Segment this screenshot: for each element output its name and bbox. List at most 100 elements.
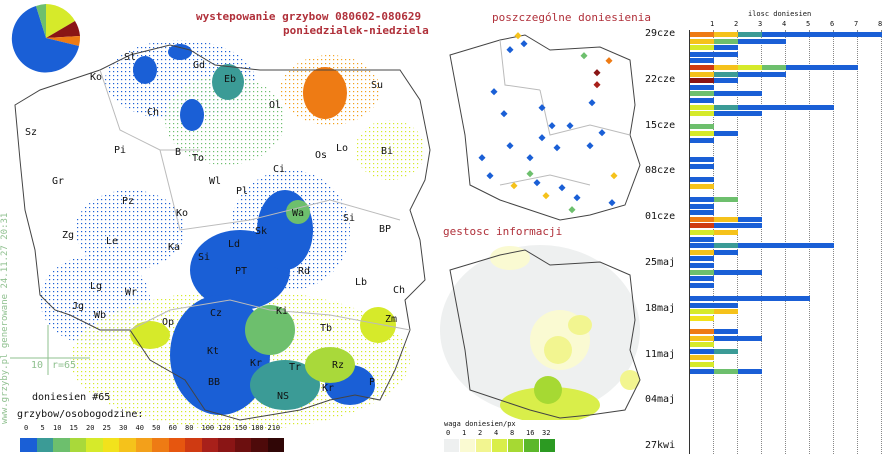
legend-swatch [168,438,185,452]
timeline-gridline [881,30,882,454]
place-label: Zg [62,230,75,241]
timeline-date-label: 27kwi [645,440,676,452]
legend-tick: 80 [185,424,194,432]
timeline-bar-segment [738,32,762,37]
timeline-bar-segment [714,45,738,51]
legend-swatch [267,438,284,452]
place-label: Rd [298,266,311,277]
place-label: Ol [269,100,282,111]
timeline-bar-segment [690,78,714,84]
timeline-bar-segment [690,355,714,361]
timeline-bar-segment [690,124,714,130]
place-label: Ch [147,107,160,118]
timeline-bar-segment [738,243,834,249]
generated-note: www.grzyby.pl generowane 24.11.27 20:31 [0,212,10,424]
timeline-axis-tick: 3 [758,20,763,28]
timeline-bar-segment [738,38,786,44]
density-legend-tick: 2 [478,429,483,437]
timeline-bar-segment [714,71,738,77]
density-legend-title: waga doniesien/px [444,420,516,428]
timeline-gridline [857,30,858,454]
timeline-bar-segment [690,157,714,163]
timeline-bar-segment [714,131,738,136]
place-label: Le [106,236,119,247]
place-label: Ci [273,164,286,175]
timeline-bar-segment [714,223,762,229]
timeline-bar-segment [690,58,714,64]
density-legend-tick: 8 [510,429,515,437]
legend-tick: 10 [53,424,62,432]
timeline-bar-segment [738,71,786,77]
timeline-date-label: 04maj [645,394,676,406]
timeline-bar-segment [714,111,762,117]
legend-tick: 210 [267,424,281,432]
timeline-bar-segment [690,104,714,110]
timeline-date-label: 25maj [645,257,676,268]
timeline-bar-segment [714,309,738,315]
density-legend: 0 1 2 4 8 16 32 [444,429,556,453]
place-label: Eb [224,74,237,85]
timeline-bar-segment [690,309,714,315]
place-label: Wr [125,287,138,298]
timeline-bar-segment [690,362,714,367]
place-label: Zm [385,314,398,325]
timeline-bar-segment [690,282,714,288]
place-label: Pz [122,196,135,207]
timeline-bar-segment [690,329,714,334]
timeline-bar-segment [690,256,714,262]
legend-swatch [69,438,86,452]
timeline-bar-segment [738,368,762,374]
timeline-bar-segment [690,51,738,57]
timeline-gridline [737,30,738,454]
timeline-bar-segment [762,32,882,37]
timeline-bar-segment [690,342,714,348]
timeline-bar-segment [690,249,714,255]
timeline-bar-segment [714,296,810,301]
timeline-bar-segment [690,236,714,242]
place-label: Ko [90,72,103,83]
timeline-date-label: 11maj [645,348,676,360]
scale-label-b: r=65 [52,360,77,371]
place-label: Sl [124,52,137,63]
place-label: Wa [292,208,305,219]
place-label: P [369,377,376,388]
timeline-bar-segment [738,216,762,222]
legend-swatch [234,438,251,452]
place-label: Su [371,80,384,91]
reports-map [449,32,641,221]
place-label: BB [208,377,221,388]
timeline-gridline [713,30,714,454]
legend-tick: 0 [24,424,29,432]
legend-tick: 150 [234,424,248,432]
place-label: NS [277,391,290,402]
density-map-title: gestosc informacji [443,225,563,238]
timeline-bar-segment [690,210,714,216]
place-label: Rz [332,360,345,371]
density-map [440,240,645,420]
density-legend-tick: 0 [446,429,451,437]
timeline-bar-segment [690,302,714,308]
place-label: Kr [250,358,263,369]
timeline-bar-segment [690,197,714,202]
timeline-bar-segment [690,65,714,70]
timeline-bar-segment [690,368,714,374]
legend-tick: 30 [119,424,128,432]
map-title: wystepowanie grzybow 080602-080629 [196,10,422,23]
place-label: Op [162,317,175,328]
legend-tick: 40 [135,424,144,432]
legend-swatch [119,438,136,452]
timeline-bar-segment [714,269,762,275]
timeline-gridline [785,30,786,454]
timeline-bar-segment [690,315,714,321]
timeline-bar-segment [714,78,738,84]
timeline-bar-segment [714,302,738,308]
place-label: Tr [289,362,302,373]
timeline-date-label: 01cze [645,211,676,223]
timeline-gridline [809,30,810,454]
timeline-bar-segment [714,91,762,97]
timeline-bar-segment [690,98,714,103]
place-label: Tb [320,323,333,334]
legend-tick: 100 [201,424,215,432]
density-legend-tick: 32 [542,429,551,437]
place-label: Kt [207,346,220,357]
